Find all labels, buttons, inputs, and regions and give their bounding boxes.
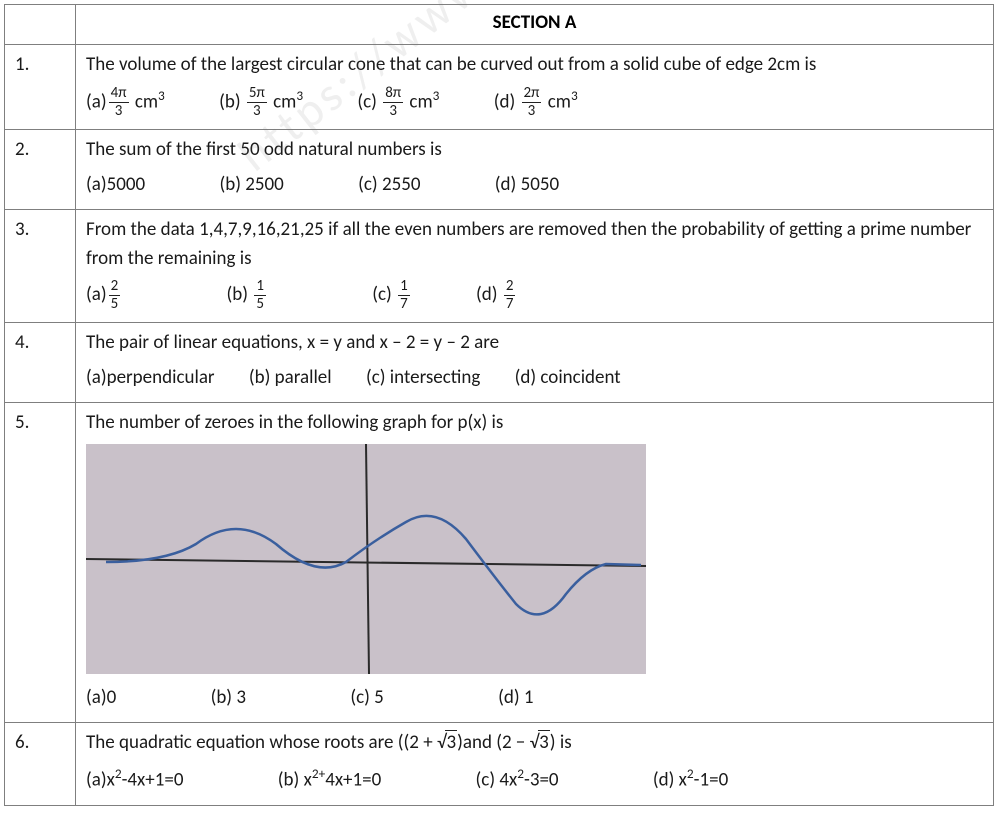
question-number: 3. [5, 210, 76, 323]
option-c: (c) 4x2-3=0 [476, 764, 559, 795]
option-d: (d) 27 [476, 279, 517, 312]
question-number: 2. [5, 129, 76, 209]
option-a: (a)5000 [86, 171, 145, 200]
option-b: (b) parallel [249, 364, 332, 393]
question-row: 1. The volume of the largest circular co… [5, 45, 994, 130]
option-b: (b) 3 [211, 684, 246, 713]
option-c: (c) 5 [350, 684, 384, 713]
option-a: (a)25 [86, 279, 122, 312]
option-d: (d) 1 [498, 684, 533, 713]
question-number: 4. [5, 323, 76, 403]
question-text: The quadratic equation whose roots are (… [86, 729, 983, 758]
options: (a)0 (b) 3 (c) 5 (d) 1 [86, 684, 983, 713]
options: (a)25 (b) 15 (c) 17 (d) 27 [86, 279, 983, 312]
option-a: (a)x2-4x+1=0 [86, 764, 183, 795]
options: (a)x2-4x+1=0 (b) x2+4x+1=0 (c) 4x2-3=0 (… [86, 764, 983, 795]
question-text: From the data 1,4,7,9,16,21,25 if all th… [86, 216, 983, 273]
option-a: (a)4π3 cm3 [86, 86, 165, 119]
option-c: (c) intersecting [366, 364, 480, 393]
option-d: (d) 5050 [495, 171, 559, 200]
question-row: 6. The quadratic equation whose roots ar… [5, 723, 994, 805]
question-row: 3. From the data 1,4,7,9,16,21,25 if all… [5, 210, 994, 323]
questions-table: SECTION A 1. The volume of the largest c… [4, 4, 994, 806]
question-number: 1. [5, 45, 76, 130]
section-title: SECTION A [76, 5, 994, 45]
options: (a)5000 (b) 2500 (c) 2550 (d) 5050 [86, 170, 983, 199]
option-c: (c) 17 [372, 279, 411, 312]
x-axis [86, 559, 646, 566]
question-row: 4. The pair of linear equations, x = y a… [5, 323, 994, 403]
option-b: (b) 2500 [219, 171, 283, 200]
option-b: (b) 15 [227, 279, 268, 312]
question-text: The volume of the largest circular cone … [86, 51, 983, 80]
question-number: 6. [5, 723, 76, 805]
options: (a)4π3 cm3 (b) 5π3 cm3 (c) 8π3 cm3 (d) 2… [86, 86, 983, 119]
question-row: 2. The sum of the first 50 odd natural n… [5, 129, 994, 209]
option-c: (c) 8π3 cm3 [357, 86, 439, 119]
option-d: (d) x2-1=0 [653, 764, 728, 795]
graph-svg [86, 444, 646, 674]
options: (a)perpendicular (b) parallel (c) inters… [86, 364, 983, 393]
question-row: 5. The number of zeroes in the following… [5, 403, 994, 723]
graph-figure [86, 444, 646, 674]
option-d: (d) coincident [515, 364, 621, 393]
option-d: (d) 2π3 cm3 [494, 86, 578, 119]
option-b: (b) 5π3 cm3 [219, 86, 303, 119]
option-b: (b) x2+4x+1=0 [278, 764, 381, 795]
section-header-row: SECTION A [5, 5, 994, 45]
y-axis [366, 444, 369, 674]
option-a: (a)perpendicular [86, 364, 215, 393]
option-c: (c) 2550 [358, 171, 420, 200]
question-text: The pair of linear equations, x = y and … [86, 329, 983, 358]
question-number: 5. [5, 403, 76, 723]
question-text: The sum of the first 50 odd natural numb… [86, 136, 983, 165]
question-text: The number of zeroes in the following gr… [86, 409, 983, 438]
option-a: (a)0 [86, 684, 116, 713]
